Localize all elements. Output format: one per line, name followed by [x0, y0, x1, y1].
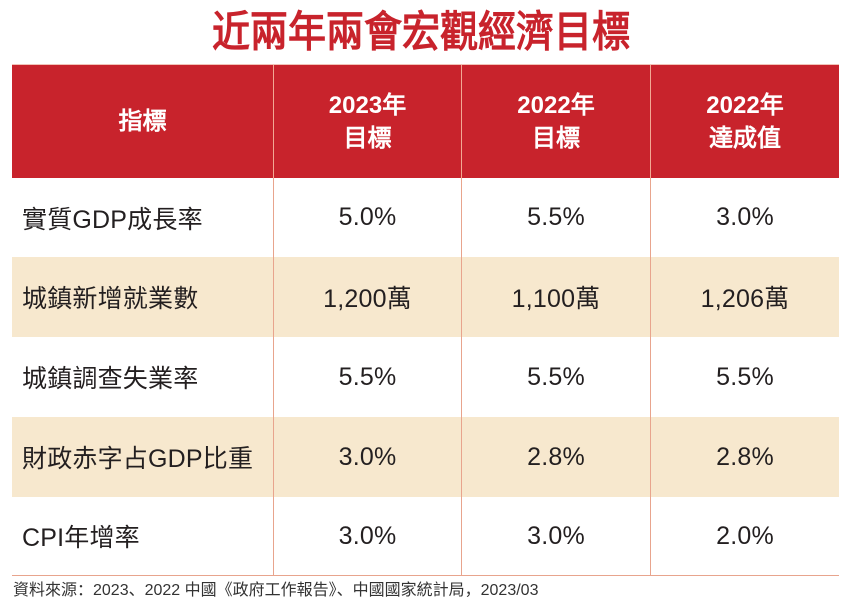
indicator-cell: 城鎮新增就業數	[22, 285, 199, 313]
target-2023-cell: 3.0%	[273, 417, 461, 497]
indicator-cell: 城鎮調查失業率	[22, 365, 199, 393]
indicator-cell: 財政赤字占GDP比重	[22, 445, 254, 473]
table-row: 財政赤字占GDP比重 3.0% 2.8% 2.8%	[12, 417, 839, 497]
actual-2022-cell: 2.8%	[650, 417, 839, 497]
target-2023-cell: 5.5%	[273, 337, 461, 417]
table-row: 實質GDP成長率 5.0% 5.5% 3.0%	[12, 178, 839, 257]
table-row: 城鎮調查失業率 5.5% 5.5% 5.5%	[12, 337, 839, 417]
column-header-year: 2022年	[517, 91, 595, 119]
actual-2022-cell: 1,206萬	[650, 257, 839, 337]
source-note: 資料來源：2023、2022 中國《政府工作報告》、中國國家統計局，2023/0…	[13, 582, 539, 599]
actual-2022-cell: 2.0%	[650, 497, 839, 575]
table-header-row: 指標 2023年 目標 2022年 目標 2022年 達成值	[12, 65, 839, 178]
column-header-label: 目標	[343, 124, 392, 152]
column-header-2023-target: 2023年 目標	[273, 65, 461, 178]
target-2022-cell: 1,100萬	[461, 257, 650, 337]
column-header-label: 指標	[118, 108, 167, 135]
indicator-cell: 實質GDP成長率	[22, 205, 203, 234]
target-2023-cell: 3.0%	[273, 497, 461, 575]
table-row: 城鎮新增就業數 1,200萬 1,100萬 1,206萬	[12, 257, 839, 337]
page-title: 近兩年兩會宏觀經濟目標	[211, 9, 630, 57]
target-2022-cell: 2.8%	[461, 417, 650, 497]
target-2023-cell: 5.0%	[273, 178, 461, 257]
economic-targets-table: 指標 2023年 目標 2022年 目標 2022年 達成值 實質GDP成長率 …	[12, 65, 839, 576]
target-2022-cell: 5.5%	[461, 178, 650, 257]
column-header-year: 2023年	[328, 91, 407, 119]
actual-2022-cell: 5.5%	[650, 337, 839, 417]
column-header-indicator: 指標	[12, 65, 273, 178]
column-header-2022-target: 2022年 目標	[461, 65, 650, 178]
target-2023-cell: 1,200萬	[273, 257, 461, 337]
column-header-2022-actual: 2022年 達成值	[650, 65, 839, 178]
target-2022-cell: 5.5%	[461, 337, 650, 417]
indicator-cell: CPI年增率	[22, 524, 140, 552]
column-header-label: 達成值	[709, 124, 781, 152]
actual-2022-cell: 3.0%	[650, 178, 839, 257]
target-2022-cell: 3.0%	[461, 497, 650, 575]
table-row: CPI年增率 3.0% 3.0% 2.0%	[12, 497, 839, 575]
column-header-label: 目標	[532, 124, 580, 152]
column-header-year: 2022年	[706, 91, 784, 119]
